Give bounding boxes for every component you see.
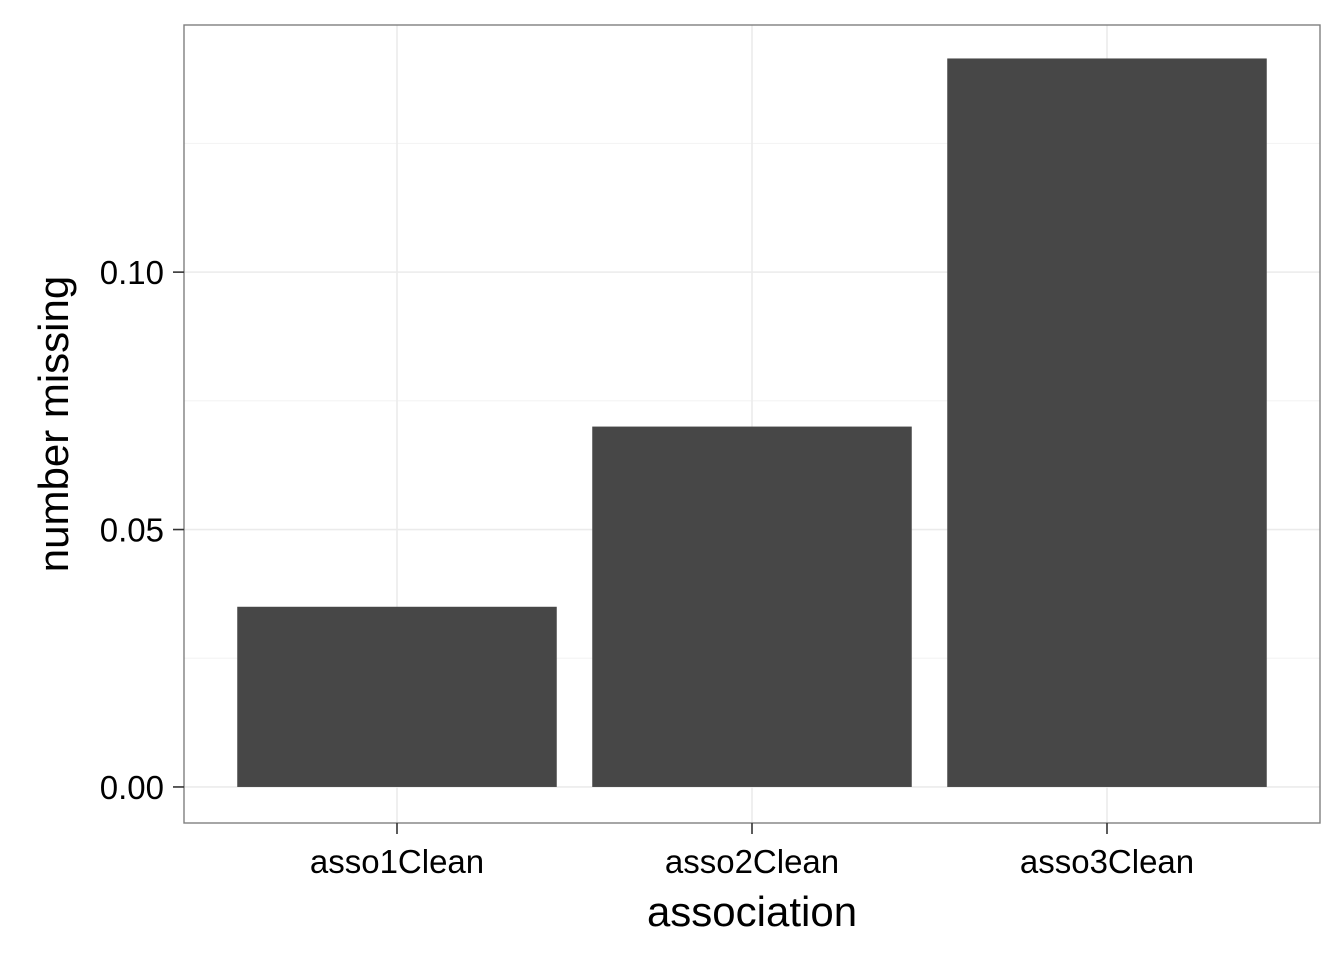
y-tick-label: 0.00 <box>100 769 164 806</box>
bar <box>237 606 557 787</box>
bar <box>592 426 912 787</box>
y-axis-title: number missing <box>30 276 77 572</box>
bars <box>237 58 1267 787</box>
x-tick-label: asso2Clean <box>665 843 839 880</box>
bar <box>947 58 1267 787</box>
x-tick-label: asso3Clean <box>1020 843 1194 880</box>
axis-ticks <box>173 271 1108 834</box>
x-tick-label: asso1Clean <box>310 843 484 880</box>
y-tick-label: 0.05 <box>100 512 164 549</box>
x-axis-title: association <box>647 888 857 935</box>
tick-labels: 0.00 0.05 0.10 asso1Clean asso2Clean asso3Cle… <box>100 254 1194 880</box>
y-tick-label: 0.10 <box>100 254 164 291</box>
